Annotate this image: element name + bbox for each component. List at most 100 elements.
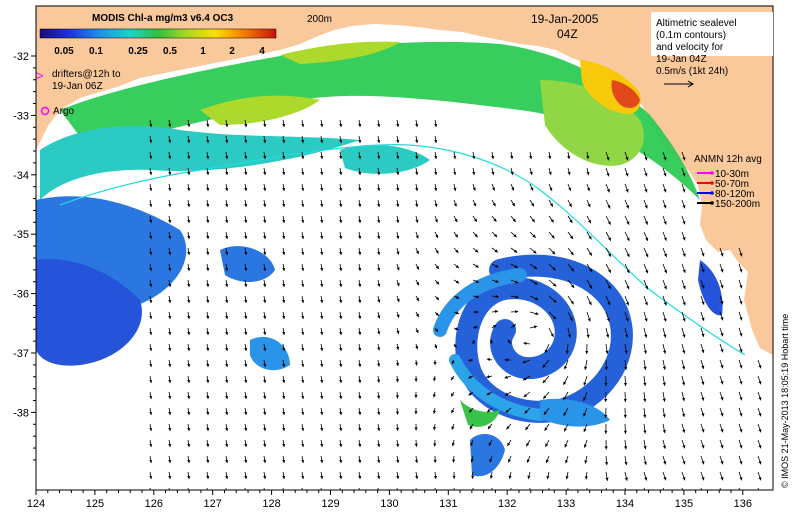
velocity-arrow: [623, 375, 628, 387]
velocity-arrow: [681, 311, 686, 322]
velocity-arrow: [358, 135, 362, 144]
velocity-arrow: [263, 247, 267, 256]
velocity-arrow: [282, 487, 284, 490]
velocity-arrow: [149, 359, 153, 368]
velocity-arrow: [624, 279, 630, 290]
velocity-arrow: [681, 423, 686, 433]
velocity-arrow: [320, 263, 324, 272]
velocity-arrow: [738, 263, 743, 273]
velocity-arrow: [472, 231, 478, 238]
velocity-arrow: [263, 263, 267, 272]
velocity-arrow: [624, 231, 630, 242]
velocity-arrow: [681, 343, 686, 354]
velocity-arrow: [434, 327, 439, 333]
velocity-arrow: [434, 343, 438, 349]
velocity-arrow: [700, 423, 705, 433]
velocity-arrow: [263, 439, 267, 448]
velocity-arrow: [529, 231, 536, 239]
velocity-arrow: [583, 423, 588, 433]
velocity-arrow: [643, 343, 647, 354]
velocity-arrow: [168, 359, 172, 368]
velocity-arrow: [301, 263, 305, 272]
velocity-arrow: [206, 263, 210, 272]
velocity-arrow: [301, 455, 305, 464]
altimetry-legend: Altimetric sealevel (0.1m contours) and …: [651, 12, 773, 88]
velocity-arrow: [491, 294, 499, 299]
velocity-arrow: [339, 455, 343, 464]
velocity-arrow: [453, 295, 460, 299]
isobath-label: 200m: [307, 14, 332, 25]
velocity-arrow: [567, 231, 574, 240]
velocity-arrow: [757, 359, 762, 369]
velocity-arrow: [263, 391, 267, 400]
velocity-arrow: [282, 311, 286, 320]
velocity-arrow: [662, 327, 667, 338]
velocity-arrow: [168, 167, 172, 176]
velocity-arrow: [301, 407, 305, 416]
velocity-arrow: [339, 279, 343, 288]
velocity-arrow: [414, 423, 418, 431]
velocity-arrow: [244, 471, 248, 480]
y-tick-label: -35: [13, 229, 29, 241]
velocity-arrow: [757, 455, 762, 465]
velocity-arrow: [472, 325, 478, 330]
velocity-arrow: [301, 439, 305, 448]
velocity-arrow: [719, 487, 722, 490]
velocity-arrow: [415, 151, 419, 160]
velocity-arrow: [244, 487, 246, 490]
velocity-arrow: [719, 407, 724, 417]
velocity-arrow: [168, 407, 172, 416]
velocity-arrow: [472, 247, 479, 253]
velocity-arrow: [757, 407, 762, 417]
velocity-arrow: [206, 487, 208, 490]
velocity-arrow: [700, 343, 705, 354]
velocity-arrow: [415, 327, 419, 334]
velocity-arrow: [605, 311, 610, 322]
velocity-arrow: [377, 263, 381, 272]
velocity-arrow: [263, 343, 267, 352]
velocity-arrow: [643, 423, 647, 434]
velocity-arrow: [282, 167, 286, 176]
velocity-arrow: [339, 343, 343, 352]
velocity-arrow: [643, 199, 648, 209]
velocity-arrow: [624, 439, 628, 450]
x-tick-label: 128: [262, 498, 280, 510]
velocity-arrow: [719, 311, 724, 321]
velocity-arrow: [700, 279, 705, 289]
velocity-arrow: [719, 423, 724, 433]
velocity-arrow: [719, 343, 724, 353]
velocity-arrow: [168, 279, 172, 288]
velocity-arrow: [468, 407, 474, 413]
velocity-arrow: [149, 183, 153, 192]
velocity-arrow: [586, 247, 593, 256]
velocity-arrow: [450, 375, 455, 381]
velocity-arrow: [662, 423, 666, 434]
velocity-arrow: [320, 455, 324, 464]
velocity-arrow: [320, 247, 324, 256]
velocity-arrow: [396, 439, 400, 448]
velocity-arrow: [433, 375, 437, 382]
velocity-arrow: [452, 455, 456, 463]
velocity-arrow: [301, 231, 305, 240]
velocity-arrow: [320, 199, 324, 208]
velocity-arrow: [282, 247, 286, 256]
velocity-arrow: [263, 199, 267, 208]
velocity-arrow: [681, 407, 686, 418]
velocity-arrow: [168, 423, 172, 432]
velocity-arrow: [757, 375, 762, 385]
velocity-arrow: [719, 279, 724, 289]
velocity-arrow: [149, 423, 153, 432]
velocity-arrow: [187, 279, 191, 288]
velocity-arrow: [263, 407, 267, 416]
velocity-arrow: [377, 151, 381, 160]
altimetry-line-2: (0.1m contours): [656, 30, 726, 41]
velocity-arrow: [168, 135, 172, 144]
velocity-arrow: [377, 455, 381, 464]
velocity-arrow: [415, 167, 419, 176]
velocity-arrow: [605, 183, 610, 193]
velocity-arrow: [377, 199, 381, 208]
velocity-arrow: [719, 295, 724, 305]
velocity-arrow: [510, 324, 516, 329]
velocity-arrow: [491, 167, 495, 176]
anmn-item-label: 10-30m: [715, 169, 749, 180]
